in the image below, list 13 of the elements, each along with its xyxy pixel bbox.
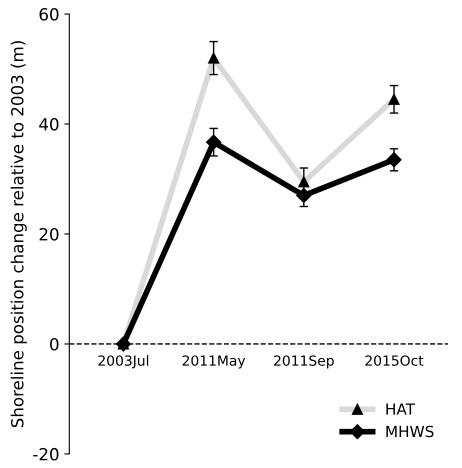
y-tick-label: 60 bbox=[40, 8, 58, 21]
y-tick-label: -20 bbox=[33, 448, 58, 461]
legend-label: MHWS bbox=[386, 426, 434, 438]
x-tick-label: 2011Sep bbox=[274, 355, 334, 369]
legend-label: HAT bbox=[386, 403, 416, 415]
x-tick-label: 2011May bbox=[182, 355, 246, 369]
y-tick-label: 40 bbox=[39, 118, 58, 131]
y-tick-label: 0 bbox=[50, 338, 58, 351]
y-tick-label: 20 bbox=[40, 228, 58, 241]
x-tick-label: 2003Jul bbox=[98, 355, 148, 368]
x-tick-label: 2015Oct bbox=[365, 355, 424, 366]
y-axis-title: Shoreline position change relative to 2003 (m) bbox=[10, 41, 27, 428]
point bbox=[386, 152, 402, 168]
